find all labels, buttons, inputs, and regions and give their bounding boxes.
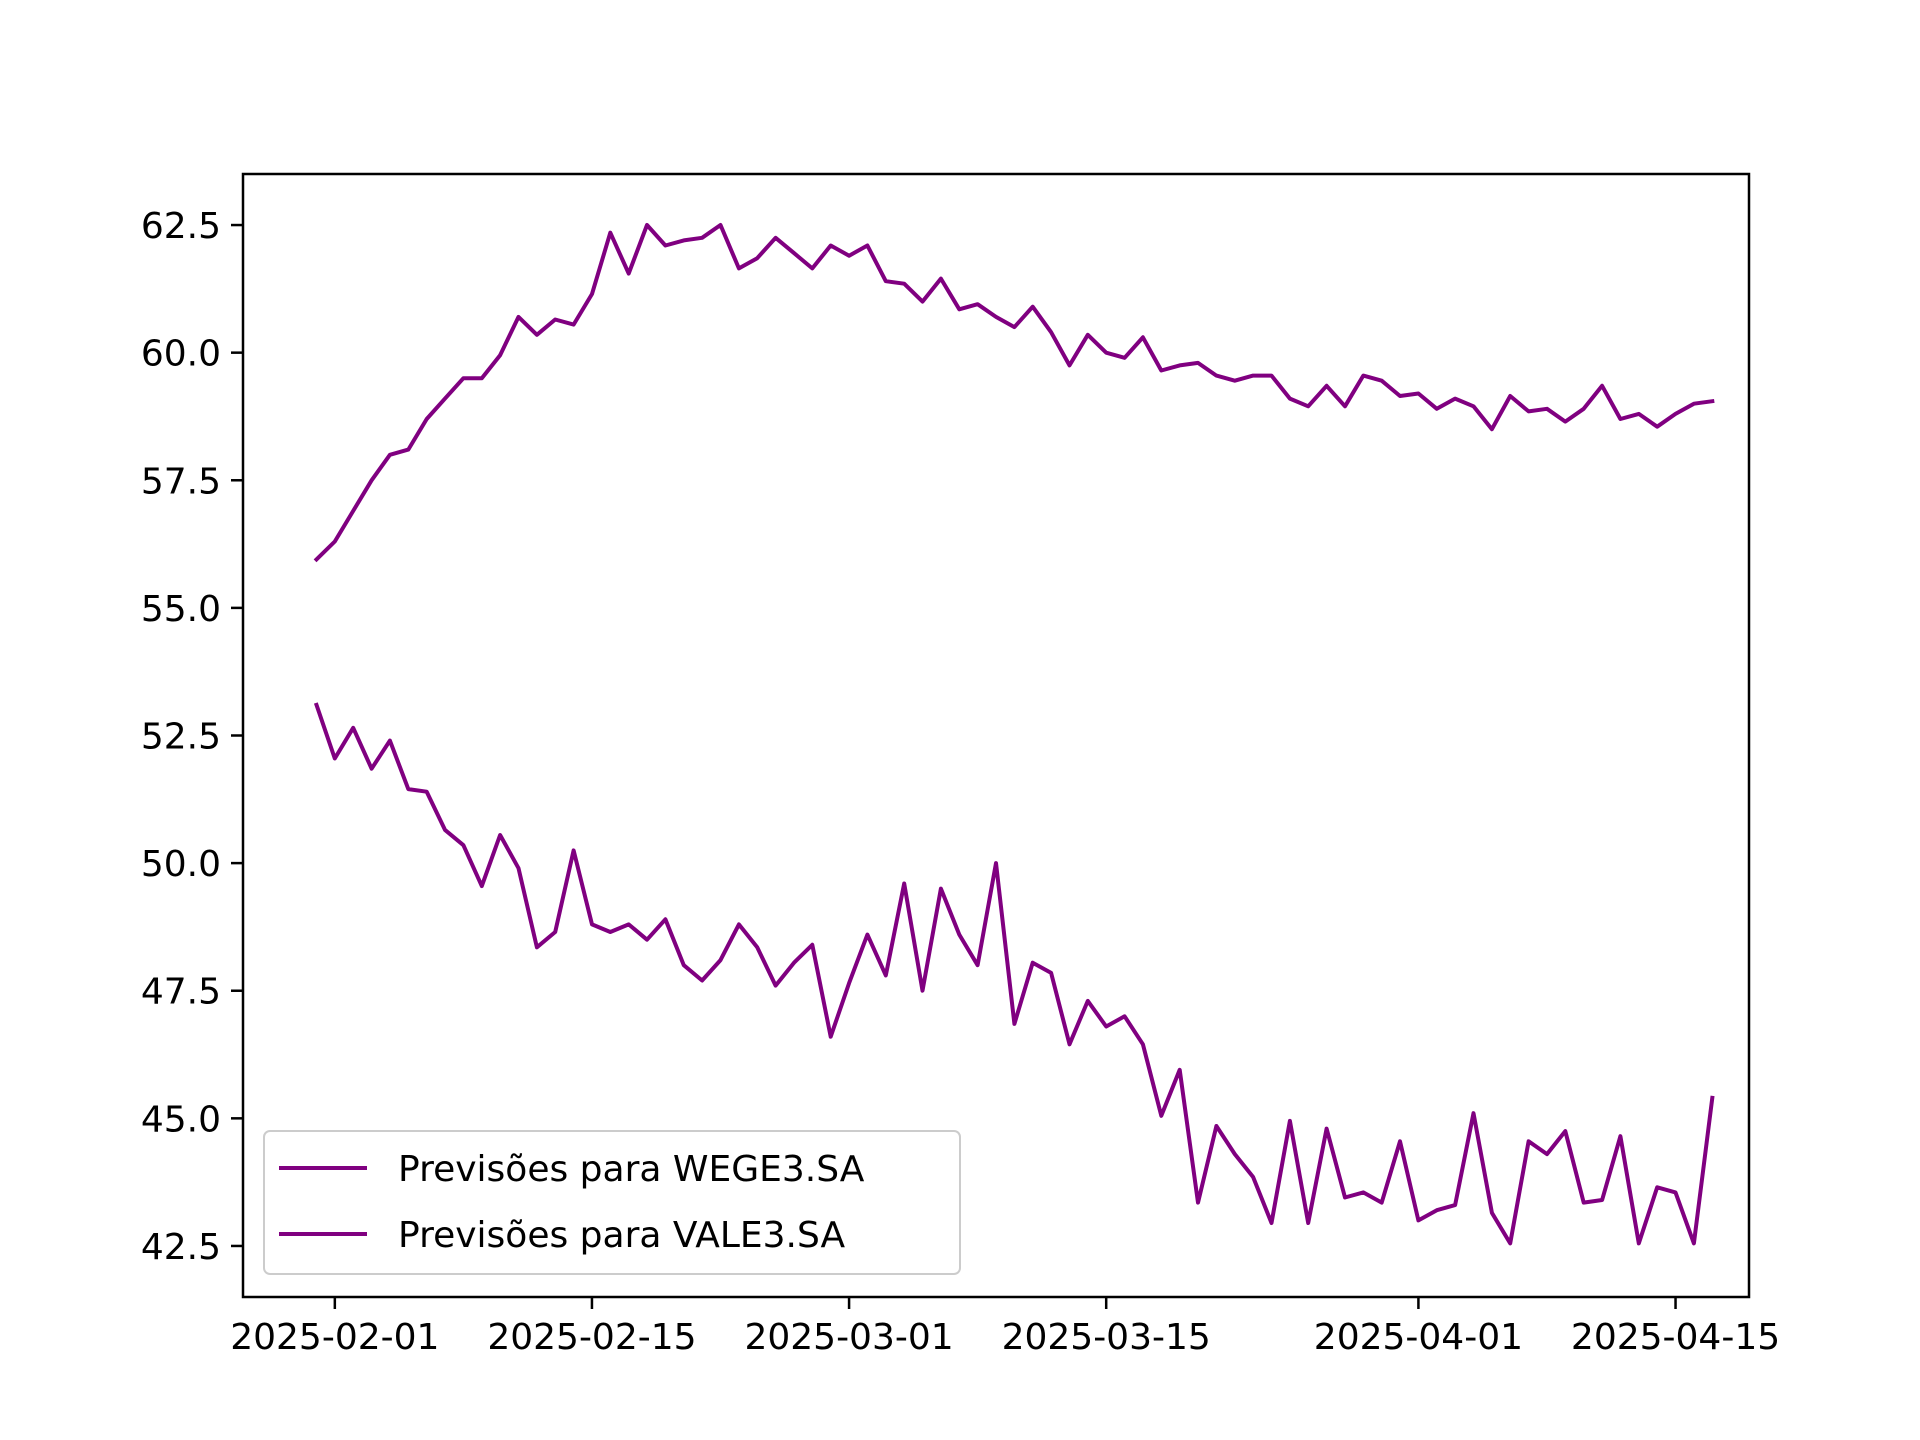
x-tick-label: 2025-03-15	[1002, 1317, 1211, 1358]
series-layer	[313, 223, 1715, 1246]
y-axis: 42.5 45.0 47.5 50.0 52.5 55.0 57.5 60.0 62.5	[141, 206, 243, 1268]
x-tick-label: 2025-04-01	[1314, 1317, 1523, 1358]
y-tick-label: 60.0	[141, 334, 221, 375]
x-tick-label: 2025-02-01	[230, 1317, 439, 1358]
x-tick-label: 2025-02-15	[487, 1317, 696, 1358]
x-tick-label: 2025-03-01	[744, 1317, 953, 1358]
legend-label-vale3: Previsões para VALE3.SA	[398, 1215, 846, 1256]
legend-label-wege3: Previsões para WEGE3.SA	[398, 1149, 865, 1190]
y-tick-label: 47.5	[141, 972, 221, 1013]
series-line-wege3	[313, 223, 1715, 563]
y-tick-label: 57.5	[141, 461, 221, 502]
y-tick-label: 55.0	[141, 589, 221, 630]
y-tick-label: 45.0	[141, 1099, 221, 1140]
legend: Previsões para WEGE3.SA Previsões para V…	[263, 1130, 961, 1275]
y-tick-label: 52.5	[141, 717, 221, 758]
series-line-vale3	[313, 702, 1715, 1246]
y-tick-label: 62.5	[141, 206, 221, 247]
y-tick-label: 42.5	[141, 1227, 221, 1268]
y-tick-label: 50.0	[141, 844, 221, 885]
x-tick-label: 2025-04-15	[1571, 1317, 1780, 1358]
legend-box	[263, 1130, 961, 1275]
x-axis: 2025-02-01 2025-02-15 2025-03-01 2025-03-15…	[230, 1297, 1780, 1358]
